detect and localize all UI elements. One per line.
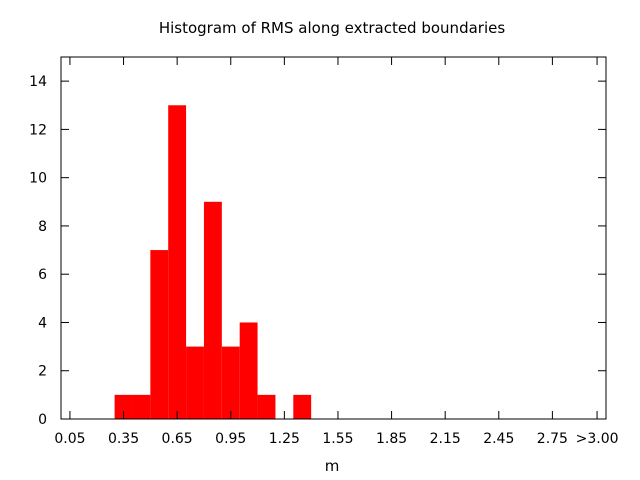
chart-title: Histogram of RMS along extracted boundar… (159, 19, 506, 37)
histogram-bar-2 (150, 250, 169, 419)
ticks-group: 0 2 4 6 8 10 12 14 0.05 0.35 0.65 0.95 1.25 1.55 1.85 2… (29, 57, 619, 447)
x-tick-label-2: 0.65 (162, 431, 193, 447)
histogram-bar-9 (293, 394, 312, 419)
y-tick-label-1: 2 (38, 364, 47, 380)
histogram-bar-3 (168, 105, 187, 420)
y-tick-label-5: 10 (29, 171, 47, 187)
histogram-bar-5 (203, 201, 222, 419)
histogram-bar-6 (221, 346, 240, 419)
y-tick-label-4: 8 (38, 219, 47, 235)
x-tick-label-0: 0.05 (54, 431, 85, 447)
histogram-bar-0 (114, 394, 133, 419)
histogram-bar-8 (257, 394, 276, 419)
x-tick-label-10: >3.00 (576, 431, 619, 447)
y-tick-label-6: 12 (29, 122, 47, 138)
y-tick-label-3: 6 (38, 267, 47, 283)
y-tick-label-0: 0 (38, 412, 47, 428)
x-tick-label-9: 2.75 (537, 431, 568, 447)
y-tick-label-2: 4 (38, 315, 47, 331)
y-tick-label-7: 14 (29, 74, 47, 90)
x-tick-label-6: 1.85 (376, 431, 407, 447)
bars-group (114, 105, 312, 420)
x-tick-label-3: 0.95 (215, 431, 246, 447)
x-axis-label: m (325, 457, 340, 475)
x-tick-label-4: 1.25 (269, 431, 300, 447)
x-tick-label-5: 1.55 (322, 431, 353, 447)
x-tick-label-8: 2.45 (483, 431, 514, 447)
histogram-bar-7 (239, 322, 258, 419)
x-tick-label-1: 0.35 (108, 431, 139, 447)
histogram-bar-1 (132, 394, 151, 419)
plot-frame (60, 56, 607, 420)
histogram-bar-4 (186, 346, 204, 419)
x-tick-label-7: 2.15 (430, 431, 461, 447)
